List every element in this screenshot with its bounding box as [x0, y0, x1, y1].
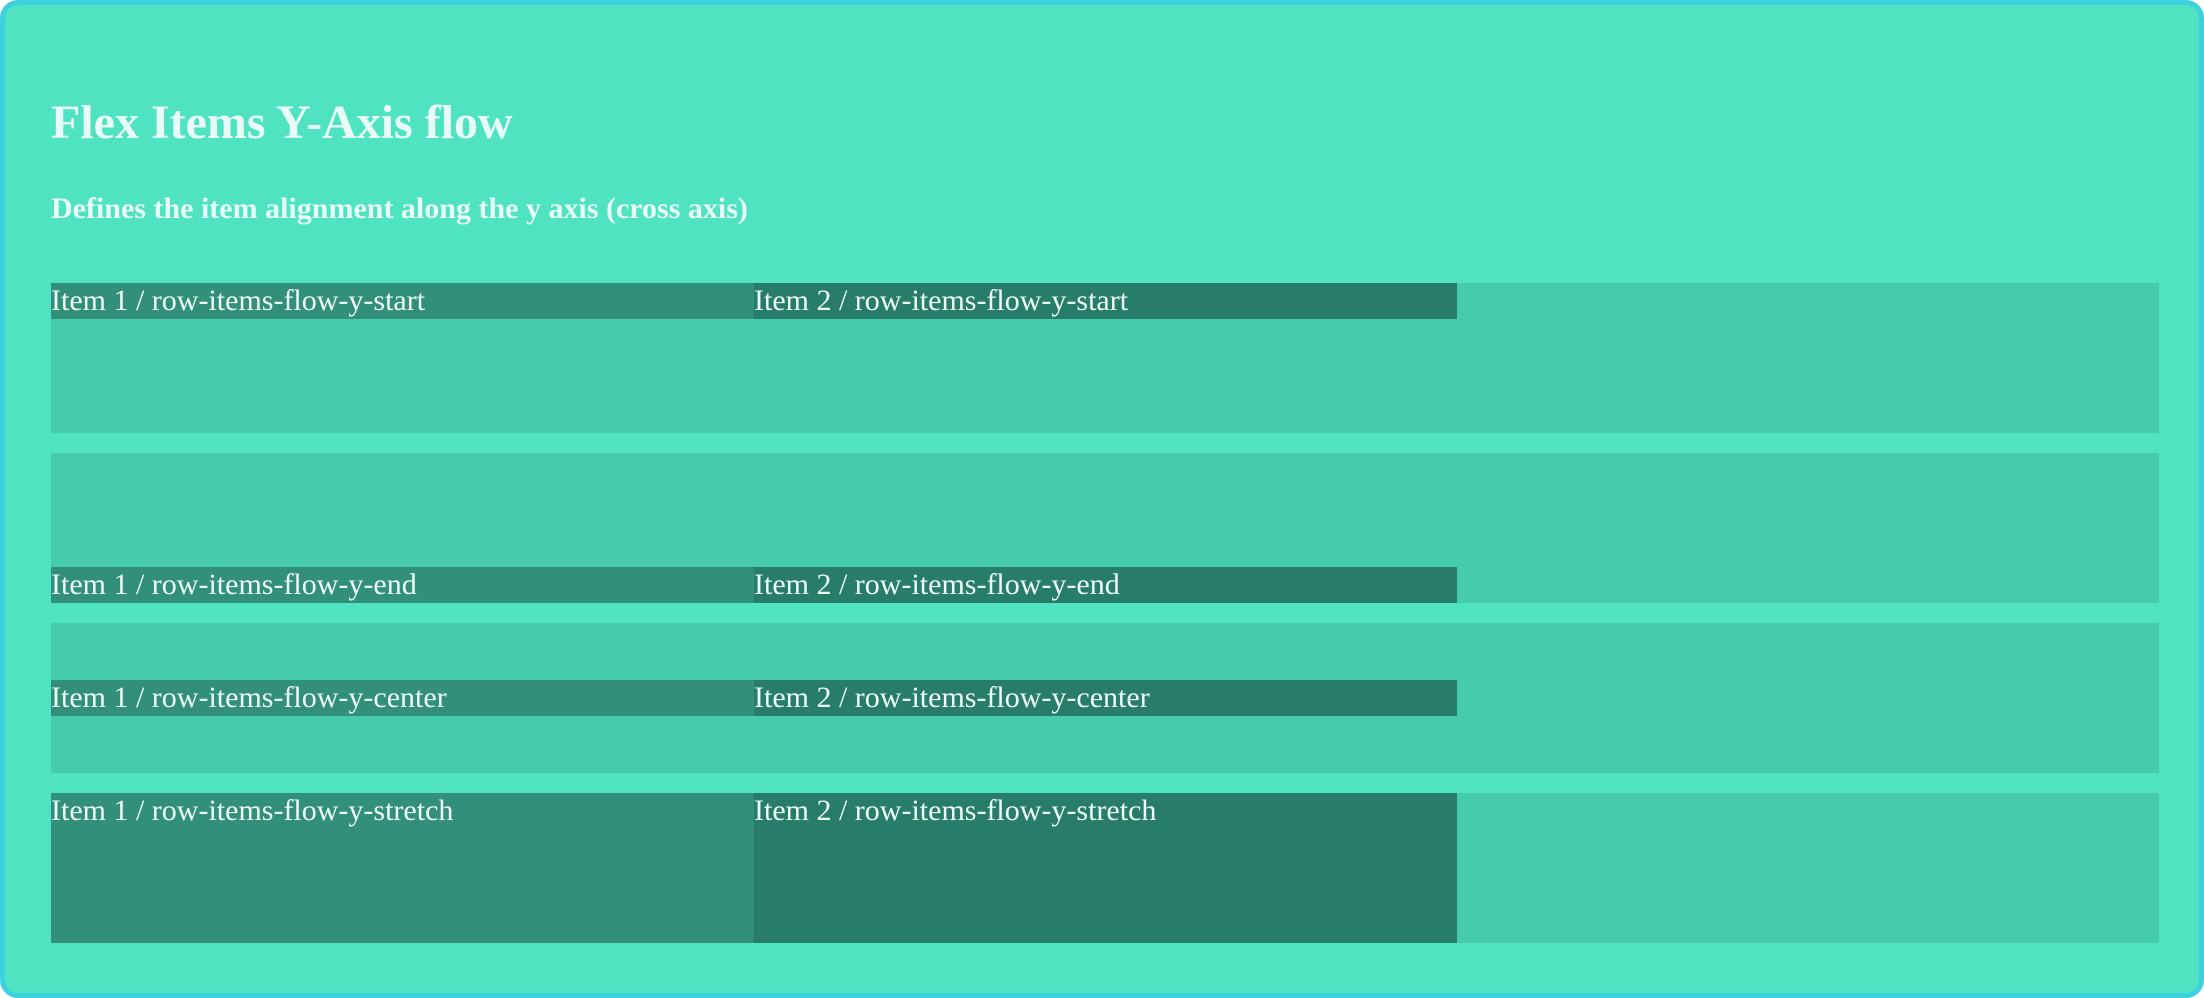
flex-row-y-end: Item 1 / row-items-flow-y-end Item 2 / r…: [51, 453, 2159, 603]
flex-item-2: Item 2 / row-items-flow-y-stretch: [754, 793, 1457, 943]
flex-item-2: Item 2 / row-items-flow-y-end: [754, 567, 1457, 603]
flex-row-y-start: Item 1 / row-items-flow-y-start Item 2 /…: [51, 283, 2159, 433]
page-title: Flex Items Y-Axis flow: [51, 96, 513, 149]
flex-row-y-center: Item 1 / row-items-flow-y-center Item 2 …: [51, 623, 2159, 773]
flex-item-1: Item 1 / row-items-flow-y-center: [51, 680, 754, 716]
flex-item-1: Item 1 / row-items-flow-y-start: [51, 283, 754, 319]
flex-row-y-stretch: Item 1 / row-items-flow-y-stretch Item 2…: [51, 793, 2159, 943]
flex-item-1: Item 1 / row-items-flow-y-stretch: [51, 793, 754, 943]
flex-item-1: Item 1 / row-items-flow-y-end: [51, 567, 754, 603]
flex-item-2: Item 2 / row-items-flow-y-start: [754, 283, 1457, 319]
flex-item-2: Item 2 / row-items-flow-y-center: [754, 680, 1457, 716]
page-subtitle: Defines the item alignment along the y a…: [51, 192, 748, 225]
